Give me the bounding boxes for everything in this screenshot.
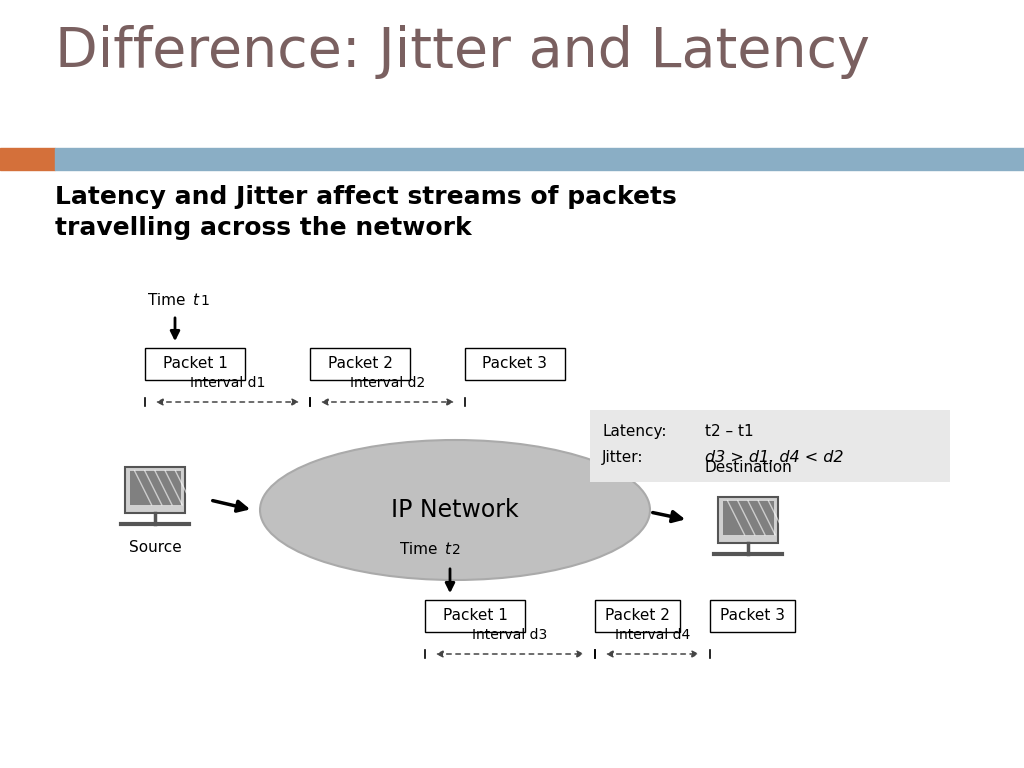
Text: t2 – t1: t2 – t1 bbox=[705, 424, 754, 439]
FancyBboxPatch shape bbox=[310, 348, 410, 380]
Text: Interval d2: Interval d2 bbox=[350, 376, 425, 390]
Text: Latency and Jitter affect streams of packets
travelling across the network: Latency and Jitter affect streams of pac… bbox=[55, 185, 677, 240]
FancyBboxPatch shape bbox=[723, 501, 773, 535]
Text: Source: Source bbox=[129, 540, 181, 555]
Text: 1: 1 bbox=[200, 294, 209, 308]
Text: Interval d1: Interval d1 bbox=[189, 376, 265, 390]
FancyBboxPatch shape bbox=[590, 410, 950, 482]
Text: t: t bbox=[193, 293, 198, 308]
FancyBboxPatch shape bbox=[465, 348, 565, 380]
Text: Interval d3: Interval d3 bbox=[472, 628, 548, 642]
Text: Packet 2: Packet 2 bbox=[328, 356, 392, 372]
Text: Jitter:: Jitter: bbox=[602, 450, 643, 465]
Text: d3 > d1, d4 < d2: d3 > d1, d4 < d2 bbox=[705, 450, 844, 465]
Text: Time: Time bbox=[400, 542, 442, 557]
Text: Packet 3: Packet 3 bbox=[482, 356, 548, 372]
Text: Packet 2: Packet 2 bbox=[605, 608, 670, 624]
Text: Latency:: Latency: bbox=[602, 424, 667, 439]
Text: IP Network: IP Network bbox=[391, 498, 519, 522]
FancyBboxPatch shape bbox=[710, 600, 795, 632]
Text: t: t bbox=[444, 542, 450, 557]
FancyBboxPatch shape bbox=[129, 471, 180, 505]
Text: Interval d4: Interval d4 bbox=[614, 628, 690, 642]
Text: 2: 2 bbox=[452, 543, 461, 557]
Bar bbox=[55, 148, 1024, 170]
Ellipse shape bbox=[260, 440, 650, 580]
Text: Packet 1: Packet 1 bbox=[442, 608, 508, 624]
FancyBboxPatch shape bbox=[145, 348, 245, 380]
FancyBboxPatch shape bbox=[718, 497, 778, 544]
FancyBboxPatch shape bbox=[125, 467, 184, 513]
Text: Packet 3: Packet 3 bbox=[720, 608, 785, 624]
Text: Destination: Destination bbox=[705, 460, 792, 475]
Text: Difference: Jitter and Latency: Difference: Jitter and Latency bbox=[55, 25, 870, 79]
FancyBboxPatch shape bbox=[425, 600, 525, 632]
Text: Packet 1: Packet 1 bbox=[163, 356, 227, 372]
Bar bbox=[0, 148, 55, 170]
FancyBboxPatch shape bbox=[595, 600, 680, 632]
Text: Time: Time bbox=[148, 293, 190, 308]
